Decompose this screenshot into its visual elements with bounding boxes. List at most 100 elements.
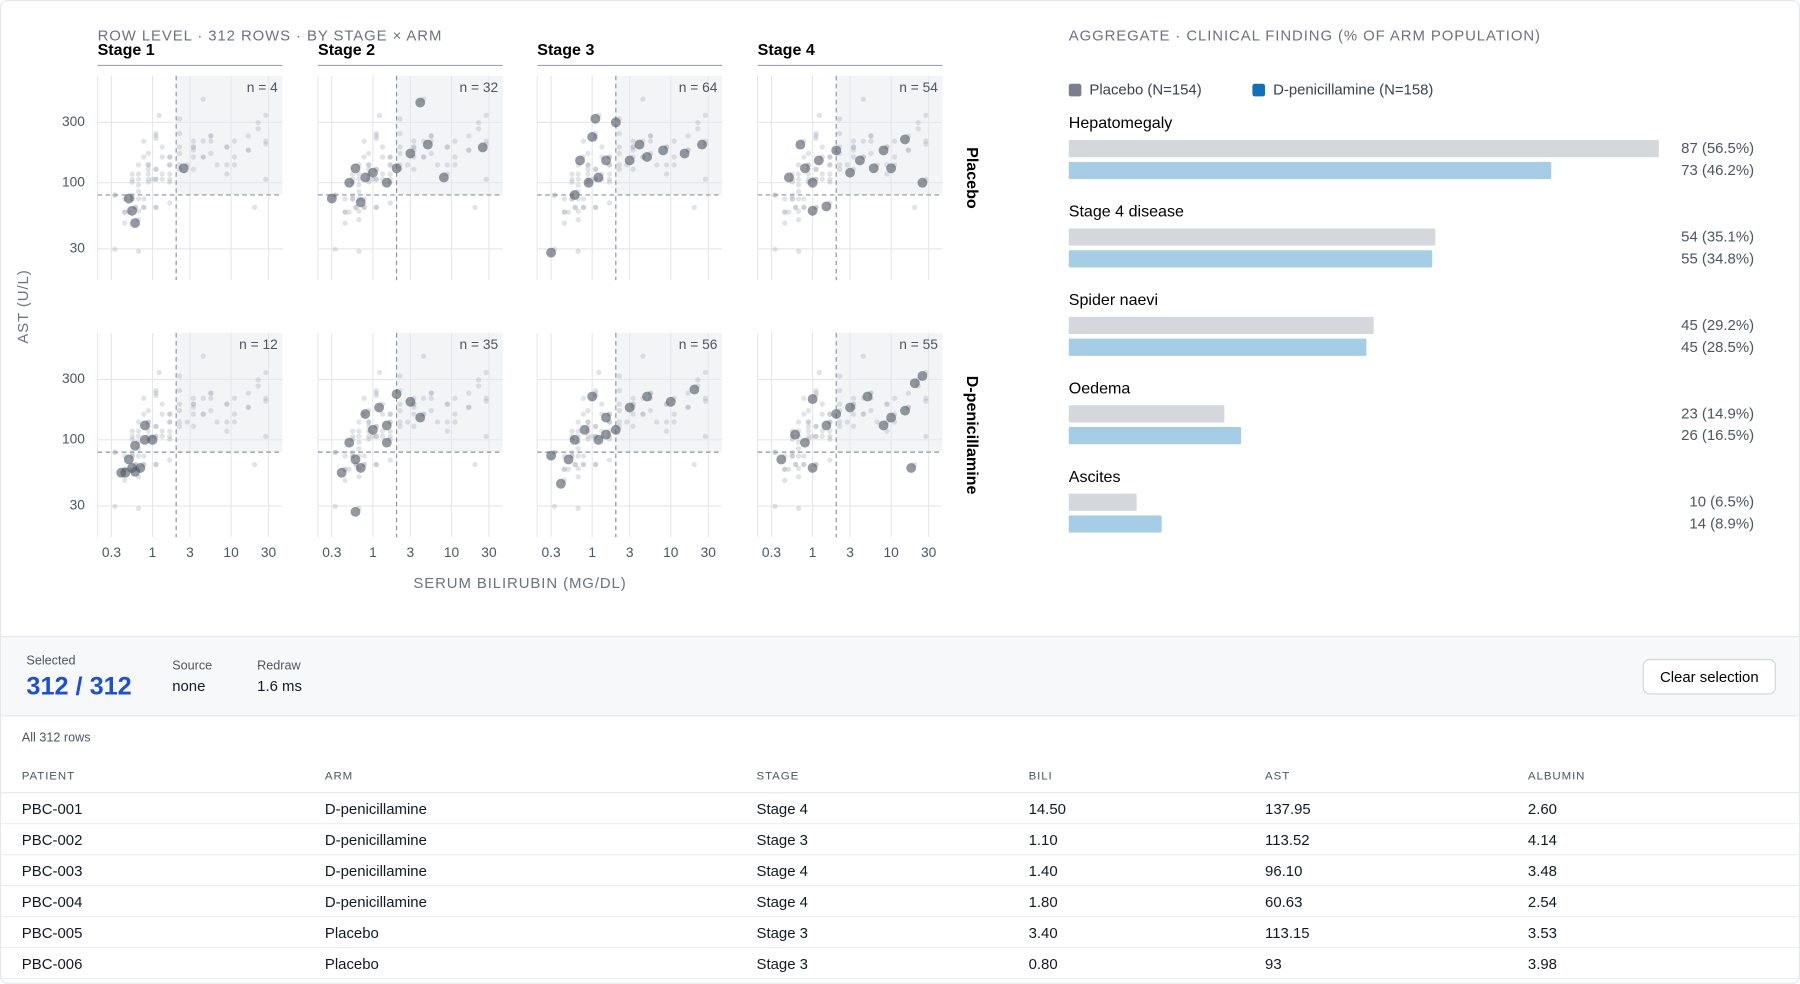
context-point [816, 112, 822, 118]
context-point [167, 154, 173, 160]
context-point [569, 171, 575, 177]
point [563, 454, 574, 465]
context-point [827, 154, 833, 160]
context-point [884, 401, 890, 407]
point [689, 384, 700, 395]
context-point [630, 423, 636, 430]
context-point [263, 369, 269, 376]
context-point [592, 166, 599, 172]
context-point [356, 248, 362, 254]
point [130, 440, 141, 451]
context-point [167, 411, 173, 417]
context-point [575, 216, 581, 223]
context-point [190, 144, 197, 150]
context-point [214, 162, 220, 168]
point [374, 402, 385, 413]
context-point [606, 200, 613, 206]
context-point [466, 147, 472, 153]
selected-value: 312 / 312 [26, 671, 132, 701]
context-point [373, 135, 379, 142]
clear-selection-button[interactable]: Clear selection [1642, 658, 1776, 695]
context-point [630, 166, 636, 172]
context-point [379, 144, 386, 150]
context-point [200, 154, 206, 160]
n-label: n = 55 [899, 337, 938, 352]
table-cell: 1.40 [1028, 854, 1266, 887]
context-point [795, 208, 802, 214]
context-point [671, 419, 677, 425]
context-point [153, 135, 159, 142]
x-tick-label: 0.3 [322, 545, 341, 560]
context-point [404, 419, 411, 425]
table-cell: PBC-001 [1, 792, 325, 825]
value-label: 55 (34.8%) [1681, 250, 1754, 267]
context-point [647, 138, 654, 144]
context-point [411, 166, 417, 172]
context-point [691, 461, 697, 468]
value-label: 23 (14.9%) [1681, 405, 1754, 422]
context-point [466, 404, 472, 410]
x-axis-label: SERUM BILIRUBIN (MG/DL) [413, 575, 626, 592]
x-tick-label: 0.3 [762, 545, 781, 560]
context-point [176, 387, 183, 394]
chart-title: AGGREGATE · CLINICAL FINDING (% OF ARM P… [1069, 28, 1541, 45]
context-point [630, 147, 636, 153]
context-point [214, 419, 220, 425]
point [610, 117, 621, 128]
context-point [589, 433, 595, 440]
point [821, 201, 832, 212]
context-point [373, 390, 379, 396]
context-point [153, 130, 159, 137]
context-point [373, 176, 379, 182]
context-point [176, 130, 183, 137]
context-point [813, 133, 819, 139]
column-label: Stage 4 [758, 41, 815, 59]
table-cell: 2.54 [1527, 885, 1799, 918]
point [634, 139, 645, 150]
context-point [663, 419, 670, 425]
context-point [135, 428, 142, 434]
context-point [850, 144, 857, 150]
context-point [356, 433, 362, 440]
context-point [630, 138, 636, 144]
context-point [782, 220, 788, 226]
context-point [379, 433, 386, 440]
context-point [373, 392, 379, 399]
context-point [792, 204, 799, 210]
column-label: Stage 2 [318, 41, 375, 59]
point [405, 148, 416, 159]
context-point [255, 383, 261, 389]
context-point [874, 419, 880, 425]
context-point [782, 196, 788, 202]
context-point [379, 411, 386, 417]
context-point [141, 204, 147, 210]
context-point [837, 162, 843, 168]
context-point [606, 179, 613, 185]
context-point [224, 401, 230, 407]
table-cell: PBC-006 [1, 947, 325, 980]
context-point [135, 196, 142, 202]
context-point [356, 419, 362, 425]
context-point [580, 196, 587, 202]
n-label: n = 64 [679, 80, 718, 95]
context-point [190, 144, 197, 150]
selection-region [396, 75, 503, 195]
column-header: PATIENT [1, 761, 325, 794]
context-point [561, 209, 567, 215]
context-point [915, 120, 921, 126]
context-point [263, 141, 269, 147]
point [878, 145, 889, 156]
context-point [208, 407, 214, 414]
context-point [231, 162, 238, 168]
table-cell: D-penicillamine [324, 885, 757, 918]
context-point [411, 138, 417, 144]
context-point [421, 395, 427, 401]
point [123, 454, 134, 465]
context-point [572, 204, 578, 210]
context-point [373, 133, 379, 139]
context-point [630, 411, 636, 417]
context-point [795, 248, 802, 254]
context-point [624, 419, 630, 425]
context-point [671, 138, 677, 144]
context-point [421, 154, 427, 160]
